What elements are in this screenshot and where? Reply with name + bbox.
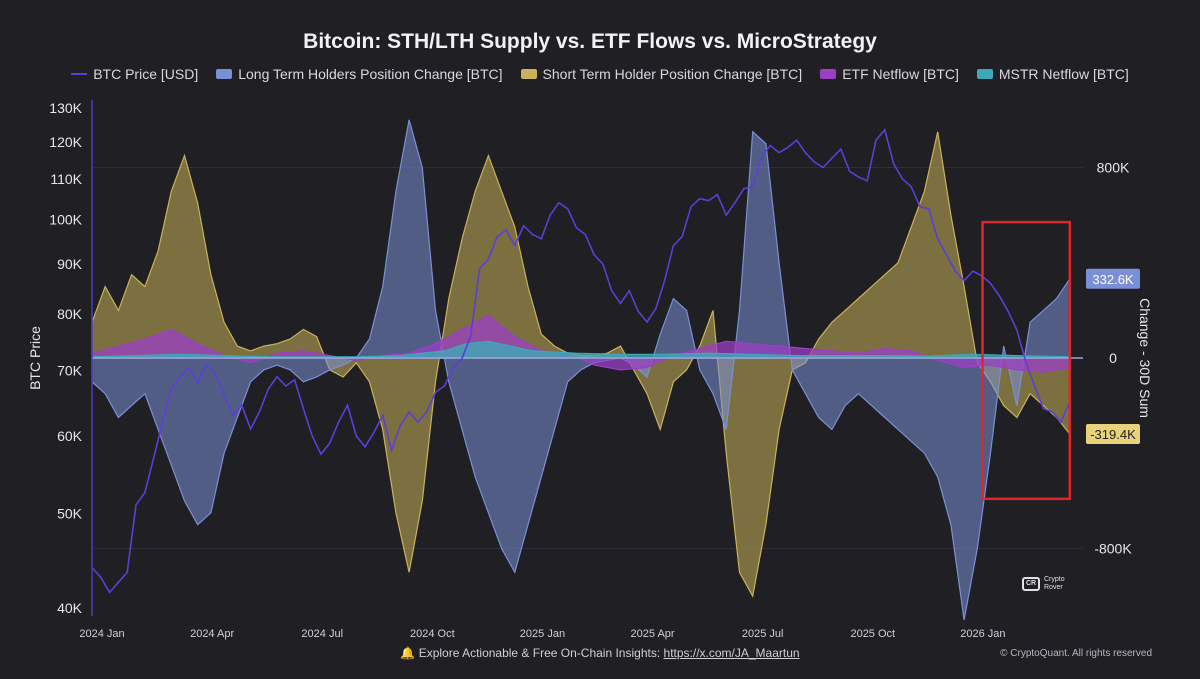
cryptorover-logo-icon: CR [1022,577,1040,591]
legend-swatch-etf [820,69,837,79]
legend-swatch-sth [520,69,537,79]
y-left-tick-label: 60K [57,428,83,444]
x-tick-label: 2025 Jan [520,628,565,640]
y-left-tick-label: 80K [57,306,83,322]
legend-item-btc-price[interactable]: BTC Price [USD] [71,66,198,82]
footer-link[interactable]: https://x.com/JA_Maartun [663,646,800,660]
y-right-axis-title: Change - 30D Sum [1137,298,1153,418]
footer: 🔔 Explore Actionable & Free On-Chain Ins… [0,646,1200,660]
lth-value-tag: 332.6K [1092,272,1134,287]
watermark-line1: Crypto [1044,576,1065,583]
x-tick-label: 2026 Jan [960,628,1005,640]
legend-label: Long Term Holders Position Change [BTC] [238,66,503,82]
legend-item-sth[interactable]: Short Term Holder Position Change [BTC] [520,66,803,82]
lth-value-tag-bg [1086,268,1140,289]
x-tick-label: 2024 Jan [79,628,124,640]
y-left-tick-label: 120K [49,134,82,150]
y-left-tick-label: 40K [57,600,83,616]
area-long-term-holders-position-change-btc- [91,119,1071,621]
legend-swatch-lth [216,69,233,79]
y-left-tick-label: 100K [49,211,82,227]
x-tick-label: 2025 Oct [850,628,895,640]
legend-label: MSTR Netflow [BTC] [998,66,1129,82]
footer-text: Explore Actionable & Free On-Chain Insig… [418,646,661,660]
watermark-line2: Rover [1044,584,1063,591]
legend-item-lth[interactable]: Long Term Holders Position Change [BTC] [216,66,503,82]
x-tick-label: 2025 Jul [742,628,784,640]
legend-label: ETF Netflow [BTC] [842,66,959,82]
copyright: © CryptoQuant. All rights reserved [1000,648,1152,659]
legend-item-etf[interactable]: ETF Netflow [BTC] [820,66,959,82]
watermark: CR Crypto Rover [1022,576,1065,592]
y-right-tick-label: -800K [1094,540,1132,556]
line-btc-price [91,128,1071,594]
legend: BTC Price [USD] Long Term Holders Positi… [0,66,1200,82]
sth-value-tag-bg [1086,424,1140,445]
y-right-tick-label: 800K [1097,160,1130,176]
legend-item-mstr[interactable]: MSTR Netflow [BTC] [976,66,1129,82]
y-left-axis-title: BTC Price [27,326,43,390]
x-tick-label: 2024 Jul [301,628,343,640]
x-tick-label: 2024 Apr [190,628,234,640]
legend-label: BTC Price [USD] [93,66,199,82]
legend-swatch-btc-price [71,73,88,75]
y-left-tick-label: 130K [49,100,82,116]
x-tick-label: 2025 Apr [631,628,675,640]
chart-title: Bitcoin: STH/LTH Supply vs. ETF Flows vs… [303,30,877,53]
y-right-tick-label: 0 [1109,350,1117,366]
sth-value-tag: -319.4K [1090,427,1136,442]
y-left-tick-label: 50K [57,505,83,521]
y-left-tick-label: 110K [50,171,82,187]
legend-label: Short Term Holder Position Change [BTC] [542,66,803,82]
x-tick-label: 2024 Oct [410,628,455,640]
bell-icon: 🔔 [400,646,416,660]
y-left-tick-label: 90K [57,256,83,272]
y-left-tick-label: 70K [57,363,83,379]
highlight-box [981,220,1072,501]
area-mstr-netflow-btc- [91,340,1071,359]
legend-swatch-mstr [976,69,993,79]
